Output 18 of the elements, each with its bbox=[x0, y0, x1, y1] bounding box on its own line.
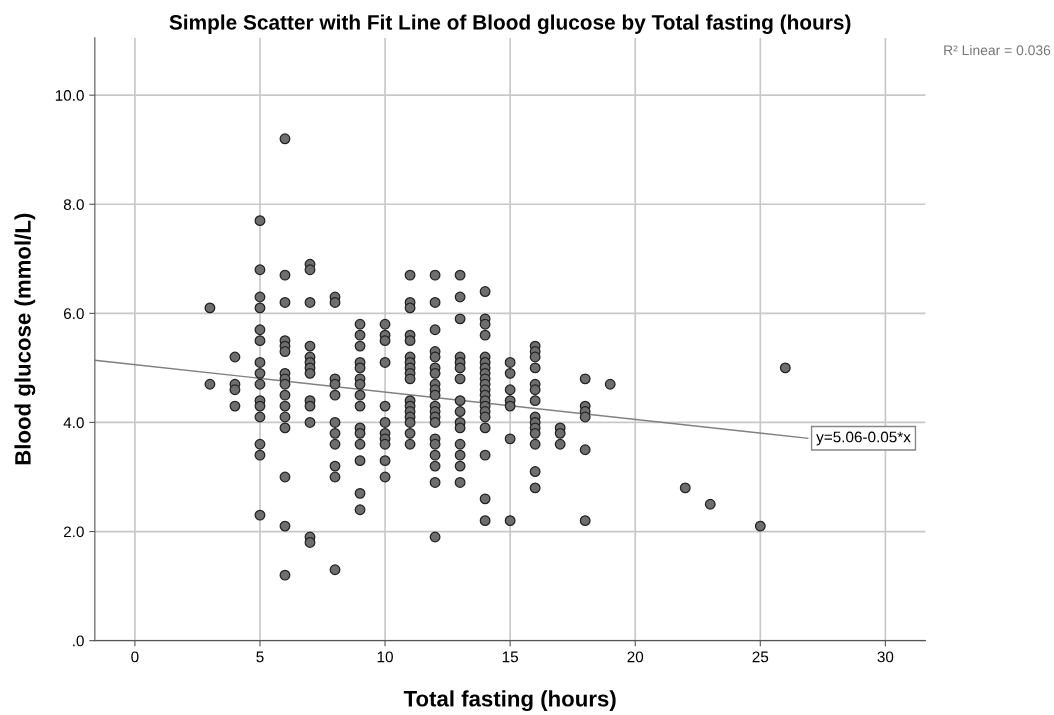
y-tick-label: 4.0 bbox=[63, 417, 84, 429]
x-tick-label: 5 bbox=[256, 651, 264, 663]
y-tick-label: 2.0 bbox=[63, 526, 84, 538]
x-tick-label: 25 bbox=[752, 651, 769, 663]
chart-title: Simple Scatter with Fit Line of Blood glucose by Total fasting (hours) bbox=[169, 14, 851, 34]
y-tick-label: 10.0 bbox=[55, 90, 84, 101]
annotation: y=5.06-0.05*x bbox=[816, 431, 911, 446]
x-tick-label: 20 bbox=[627, 651, 644, 663]
y-tick-label: 6.0 bbox=[63, 308, 84, 320]
text: R² Linear = 0.036 bbox=[944, 45, 1051, 56]
y-tick-label: 8.0 bbox=[63, 199, 84, 210]
x-axis-title: Total fasting (hours) bbox=[403, 690, 616, 712]
y-axis-title: Blood glucose (mmol/L) bbox=[14, 213, 36, 465]
x-tick-label: 30 bbox=[877, 651, 894, 663]
x-tick-label: 15 bbox=[502, 651, 518, 663]
y-tick-label: .0 bbox=[73, 635, 84, 647]
x-tick-label: 0 bbox=[131, 651, 139, 663]
x-tick-label: 10 bbox=[377, 651, 393, 663]
